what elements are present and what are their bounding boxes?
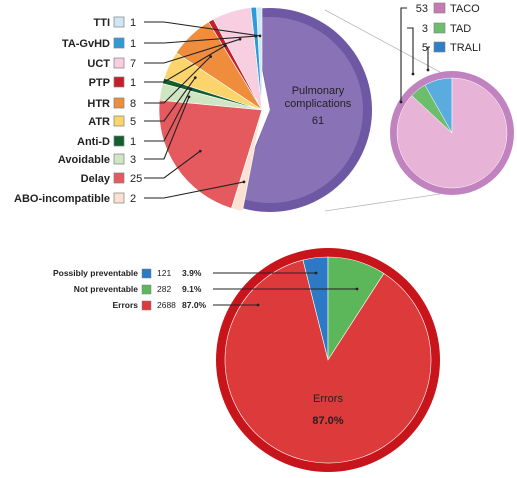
main-label-anti-d: Anti-D — [77, 136, 110, 148]
main-pie-chart — [158, 6, 372, 212]
sub-leader-dot-tad — [411, 72, 415, 76]
main-value-avoidable: 3 — [130, 154, 136, 166]
error-leader-dot-errors — [256, 303, 260, 307]
main-value-ta-gvhd: 1 — [130, 38, 136, 50]
main-swatch-anti-d — [113, 135, 125, 147]
main-leader-htr — [144, 56, 212, 104]
error-label-not-preventable: Not preventable — [74, 284, 139, 294]
error-pct-errors: 87.0% — [182, 300, 207, 310]
main-value-htr: 8 — [130, 98, 136, 110]
sub-leader-taco — [400, 7, 407, 102]
pulmonary-slice — [236, 16, 363, 203]
sub-label-taco: TACO — [450, 3, 480, 15]
sub-label-tad: TAD — [450, 23, 471, 35]
main-value-tti: 1 — [130, 17, 136, 29]
sub-slice-taco — [396, 77, 508, 189]
main-swatch-abo-incompatible — [113, 192, 125, 204]
sub-leader-trali — [427, 46, 430, 70]
main-leader-dot-avoidable — [187, 95, 191, 99]
main-value-abo-incompatible: 2 — [130, 193, 136, 205]
chart-labels: TTI 1 TA-GvHD 1 UCT 7 PTP 1 HTR 8 ATR 5 Anti-D 1 Avoid… — [14, 2, 481, 427]
main-value-uct: 7 — [130, 58, 136, 70]
main-leader-ta-gvhd — [144, 35, 256, 44]
sub-label-trali: TRALI — [450, 42, 481, 54]
main-label-ta-gvhd: TA-GvHD — [62, 38, 110, 50]
main-leader-dot-atr — [193, 76, 197, 80]
pulmonary-label-line2: complications — [285, 98, 352, 110]
main-leader-dot-ptp — [223, 44, 227, 48]
sub-leader-dot-trali — [426, 68, 430, 72]
sub-value-taco: 53 — [416, 3, 428, 15]
pulmonary-value: 61 — [312, 115, 324, 127]
main-value-anti-d: 1 — [130, 136, 136, 148]
main-label-abo-incompatible: ABO-incompatible — [14, 193, 110, 205]
main-leader-avoidable — [144, 96, 190, 160]
error-swatch-not-preventable — [141, 284, 152, 295]
sub-leader-tad — [407, 27, 414, 74]
error-breakdown-pie — [216, 248, 440, 472]
main-label-ptp: PTP — [89, 77, 110, 89]
sub-swatch-tad — [433, 22, 446, 34]
main-leader-dot-abo-incompatible — [242, 180, 246, 184]
sub-leader-dot-taco — [399, 100, 403, 104]
main-slice-delay — [158, 99, 263, 209]
main-label-htr: HTR — [87, 98, 110, 110]
main-swatch-avoidable — [113, 153, 125, 165]
main-label-avoidable: Avoidable — [58, 154, 110, 166]
main-swatch-delay — [113, 172, 125, 184]
error-value-errors: 2688 — [157, 300, 176, 310]
pulmonary-label-line1: Pulmonary — [292, 85, 345, 97]
main-swatch-tti — [113, 16, 125, 28]
sub-value-trali: 5 — [422, 42, 428, 54]
error-center-value: 87.0% — [312, 415, 343, 427]
main-leader-tti — [144, 21, 261, 37]
main-label-delay: Delay — [81, 173, 111, 185]
error-leader-dot-not-preventable — [355, 287, 359, 291]
error-label-errors: Errors — [112, 300, 138, 310]
error-leader-dot-possibly-preventable — [314, 271, 318, 275]
main-leader-dot-anti-d — [189, 87, 193, 91]
main-leader-anti-d — [144, 88, 192, 142]
error-value-not-preventable: 282 — [157, 284, 171, 294]
main-value-delay: 25 — [130, 173, 142, 185]
sub-value-tad: 3 — [422, 23, 428, 35]
main-leader-dot-ta-gvhd — [254, 34, 258, 38]
main-leader-uct — [144, 38, 241, 64]
main-swatch-htr — [113, 97, 125, 109]
main-leader-abo-incompatible — [144, 181, 245, 199]
sub-swatch-taco — [433, 2, 446, 14]
main-label-tti: TTI — [94, 17, 111, 29]
main-leader-dot-uct — [238, 37, 242, 41]
error-label-possibly-preventable: Possibly preventable — [53, 268, 138, 278]
main-leader-delay — [144, 150, 201, 179]
main-leader-ptp — [144, 45, 226, 83]
error-swatch-possibly-preventable — [141, 268, 152, 279]
connector-top — [324, 9, 441, 73]
error-pct-not-preventable: 9.1% — [182, 284, 202, 294]
main-leader-dot-delay — [198, 149, 202, 153]
connector-bottom — [324, 193, 441, 212]
sub-swatch-trali — [433, 41, 446, 53]
main-swatch-ptp — [113, 76, 125, 88]
error-swatch-errors — [141, 300, 152, 311]
pulmonary-breakdown-pie — [324, 9, 514, 212]
main-swatch-ta-gvhd — [113, 37, 125, 49]
error-center-label: Errors — [313, 393, 343, 405]
main-leader-atr — [144, 77, 196, 122]
main-slice-abo-incompatible — [231, 109, 263, 212]
main-leader-dot-htr — [209, 55, 213, 58]
main-swatch-atr — [113, 115, 125, 127]
error-slice-errors — [224, 259, 432, 464]
main-label-atr: ATR — [88, 116, 110, 128]
main-label-uct: UCT — [87, 58, 110, 70]
main-swatch-uct — [113, 57, 125, 69]
main-leader-dot-tti — [258, 34, 262, 38]
error-value-possibly-preventable: 121 — [157, 268, 171, 278]
error-pct-possibly-preventable: 3.9% — [182, 268, 202, 278]
main-value-ptp: 1 — [130, 77, 136, 89]
main-value-atr: 5 — [130, 116, 136, 128]
